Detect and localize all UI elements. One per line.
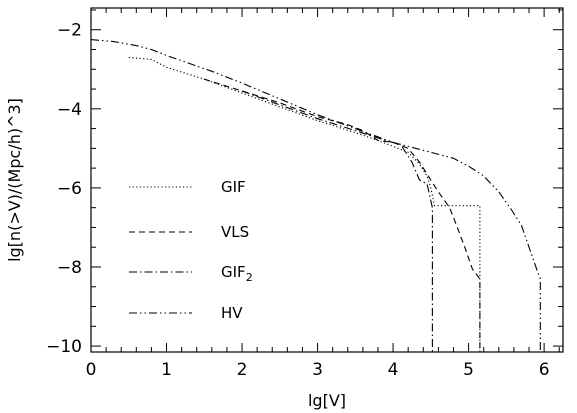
x-tick-label: 6 [539,360,550,380]
axis-ticks [90,8,563,352]
legend-label-subscript: 2 [246,271,253,284]
x-tick-label: 2 [237,360,248,380]
y-tick-label: −8 [57,258,82,278]
y-tick-label: −4 [57,100,82,120]
series-line-dash-dot [241,90,433,352]
series-line-dotted [128,56,481,352]
legend-label: GIF2 [221,263,253,284]
legend: GIF VLS GIF2 HV [129,178,253,322]
x-tick-label: 0 [86,360,97,380]
y-tick-label: −2 [57,21,82,41]
legend-label: HV [221,304,243,322]
x-tick-label: 4 [388,360,399,380]
series-layer [90,39,541,352]
y-tick-label: −10 [46,337,82,357]
axis-tick-labels: 0 1 2 3 4 5 6 −10 −8 −6 −4 −2 [46,21,549,380]
x-tick-label: 1 [161,360,172,380]
y-axis-label: lg[n(>V)/(Mpc/h)^3] [5,98,24,262]
x-axis-label: lg[V] [308,391,346,410]
y-tick-label: −6 [57,179,82,199]
legend-label: GIF [221,178,246,196]
series-line-dashed [204,78,481,352]
x-tick-label: 5 [463,360,474,380]
series-line-dash-dot-dot [90,39,541,352]
legend-label: VLS [221,223,249,241]
x-tick-label: 3 [312,360,323,380]
plot-frame [90,7,564,353]
